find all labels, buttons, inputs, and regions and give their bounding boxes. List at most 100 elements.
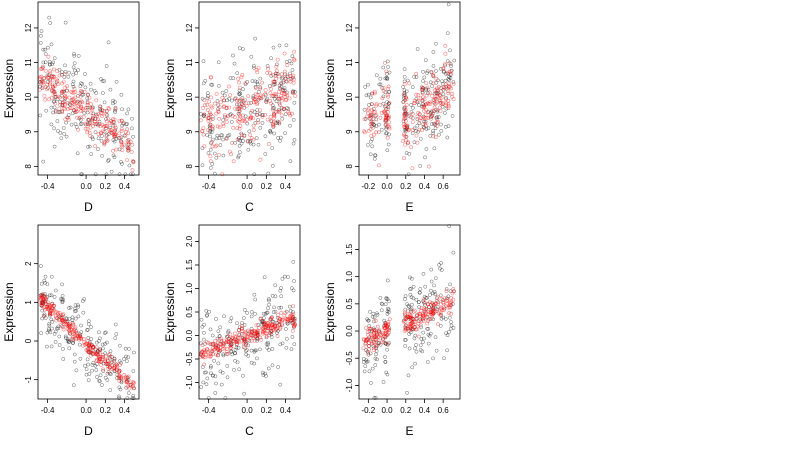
fitted-point — [48, 71, 53, 76]
observed-point — [113, 100, 117, 104]
fitted-point — [385, 328, 390, 333]
observed-point — [438, 293, 443, 298]
fitted-point — [271, 328, 276, 333]
observed-point — [273, 294, 278, 299]
observed-point — [431, 356, 435, 361]
fitted-point — [409, 145, 414, 150]
x-axis-label: C — [245, 424, 254, 438]
observed-point — [372, 396, 377, 400]
observed-point — [280, 75, 285, 80]
fitted-point — [200, 349, 205, 354]
observed-point — [45, 330, 50, 335]
observed-point — [204, 382, 209, 387]
observed-point — [52, 295, 57, 299]
fitted-point — [244, 117, 249, 122]
observed-point — [363, 364, 368, 368]
observed-point — [429, 267, 434, 272]
fitted-point — [117, 375, 122, 380]
observed-point — [368, 351, 373, 356]
fitted-point — [52, 67, 56, 72]
fitted-point — [431, 73, 436, 78]
fitted-point — [58, 318, 62, 323]
fitted-point — [208, 159, 213, 164]
fitted-point — [80, 100, 85, 105]
observed-point — [76, 93, 80, 98]
fitted-point — [72, 108, 77, 113]
observed-point — [43, 280, 47, 285]
fitted-point — [90, 105, 95, 110]
y-tick-label: 2.0 — [185, 235, 194, 247]
observed-point — [410, 116, 415, 120]
fitted-point — [403, 325, 407, 330]
observed-point — [236, 345, 241, 350]
observed-point — [425, 360, 430, 364]
fitted-point — [262, 330, 267, 335]
fitted-point — [291, 57, 296, 62]
fitted-point — [406, 326, 411, 331]
observed-point — [215, 336, 220, 341]
observed-point — [219, 382, 224, 387]
observed-point — [375, 312, 380, 317]
observed-point — [266, 366, 271, 371]
fitted-point — [126, 131, 131, 136]
fitted-point — [63, 319, 68, 324]
fitted-point — [104, 139, 109, 144]
fitted-point — [39, 81, 44, 86]
observed-point — [412, 75, 417, 79]
observed-point — [97, 339, 101, 343]
observed-point — [38, 41, 43, 45]
observed-point — [105, 378, 110, 382]
fitted-point — [286, 109, 291, 114]
observed-point — [39, 29, 44, 33]
observed-point — [289, 347, 294, 352]
observed-point — [291, 117, 296, 122]
fitted-point — [411, 310, 416, 314]
fitted-point — [80, 106, 85, 111]
observed-point — [287, 304, 292, 309]
observed-point — [426, 327, 431, 331]
observed-point — [100, 134, 104, 138]
fitted-point — [249, 338, 254, 343]
fitted-point — [414, 71, 419, 76]
fitted-point — [109, 120, 114, 125]
fitted-point — [88, 353, 93, 358]
fitted-point — [430, 93, 435, 98]
fitted-point — [43, 97, 48, 102]
observed-point — [53, 340, 58, 344]
fitted-point — [253, 85, 258, 90]
x-axis-label: D — [84, 200, 93, 214]
observed-point — [131, 172, 135, 177]
observed-point — [232, 367, 236, 372]
fitted-point — [111, 148, 116, 153]
x-axis: -0.2 0.0 0.2 0.4 0.6E — [361, 399, 449, 438]
observed-point — [291, 288, 296, 293]
fitted-point — [63, 117, 68, 122]
observed-point — [90, 135, 95, 140]
y-tick-label: 11 — [185, 58, 194, 67]
observed-point — [202, 114, 206, 119]
fitted-point — [269, 101, 274, 106]
fitted-point — [221, 124, 226, 128]
observed-point — [221, 153, 226, 158]
observed-point — [205, 96, 210, 101]
observed-point — [434, 41, 438, 46]
fitted-point — [441, 66, 446, 71]
fitted-point — [125, 127, 130, 132]
observed-point — [218, 369, 223, 374]
observed-point — [202, 337, 206, 342]
observed-point — [79, 330, 84, 335]
observed-point — [113, 322, 118, 327]
observed-point — [216, 83, 221, 88]
observed-point — [270, 293, 275, 298]
observed-point — [378, 82, 383, 87]
observed-point — [76, 68, 81, 72]
y-tick-label: 1 — [24, 300, 33, 305]
fitted-point — [403, 134, 408, 139]
fitted-point — [424, 81, 429, 86]
observed-point — [56, 324, 61, 329]
fitted-point — [60, 81, 65, 86]
fitted-point — [62, 106, 67, 111]
y-tick-label: 11 — [24, 58, 33, 67]
fitted-point — [60, 100, 65, 104]
fitted-point — [44, 302, 49, 307]
